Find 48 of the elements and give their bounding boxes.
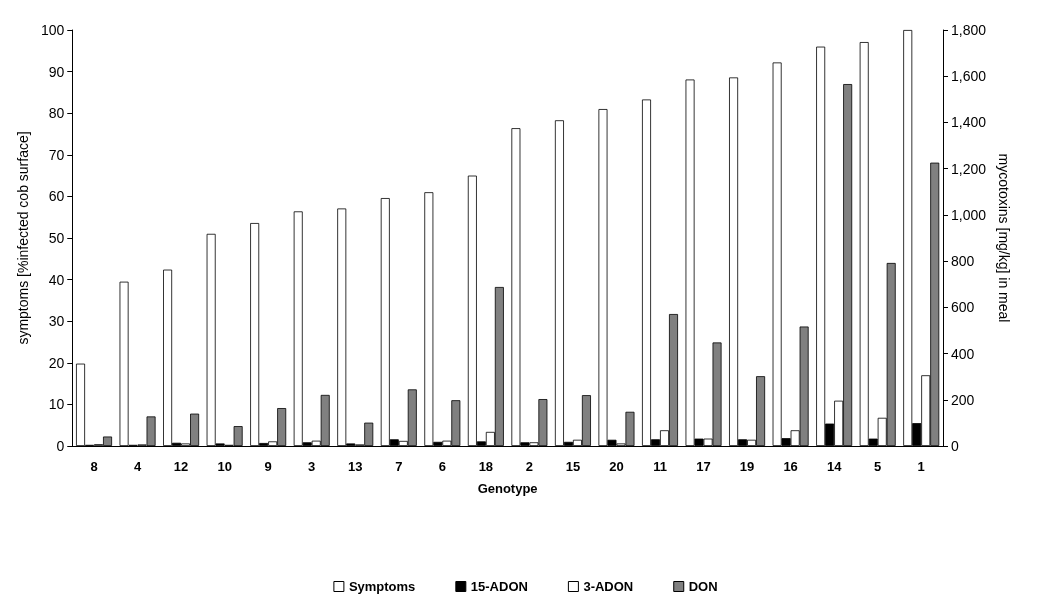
x-tick-label: 20 <box>609 459 624 474</box>
y-tick-label: 90 <box>48 63 65 80</box>
x-tick-label: 8 <box>90 459 98 474</box>
x-tick-label: 16 <box>783 459 798 474</box>
x-axis-title: Genotype <box>477 481 538 496</box>
legend-label: DON <box>688 579 718 594</box>
y-tick-label: 100 <box>40 22 65 38</box>
y2-tick-label: 1,600 <box>951 68 987 85</box>
x-tick-label: 1 <box>917 459 925 474</box>
y2-tick-label: 600 <box>951 299 975 316</box>
y2-tick-label: 1,200 <box>951 160 987 177</box>
y-tick-label: 50 <box>48 230 65 246</box>
y-tick-label: 80 <box>48 105 65 122</box>
x-tick-label: 6 <box>438 459 446 474</box>
y-axis-title: symptoms [%infected cob surface] <box>15 131 31 345</box>
y2-tick-label: 1,400 <box>951 114 987 131</box>
x-tick-label: 11 <box>653 459 667 474</box>
x-tick-label: 14 <box>826 459 843 474</box>
y-tick-label: 70 <box>48 146 65 163</box>
y2-tick-label: 1,000 <box>951 206 987 223</box>
x-tick-label: 5 <box>874 459 882 474</box>
x-tick-label: 2 <box>525 459 534 474</box>
y-tick-label: 40 <box>48 271 65 288</box>
y-tick-label: 20 <box>48 354 65 371</box>
legend-label: Symptoms <box>348 579 416 594</box>
x-tick-label: 19 <box>739 459 755 474</box>
legend-label: 3-ADON <box>583 579 634 594</box>
x-tick-label: 17 <box>696 459 711 474</box>
legend-label: 15-ADON <box>470 579 528 594</box>
x-tick-label: 15 <box>565 459 581 474</box>
y2-tick-label: 200 <box>951 391 975 408</box>
x-tick-label: 7 <box>395 459 403 474</box>
x-tick-label: 3 <box>308 459 316 474</box>
x-tick-label: 18 <box>478 459 494 474</box>
y-tick-label: 60 <box>48 188 65 205</box>
x-tick-label: 13 <box>348 459 363 474</box>
y-tick-label: 10 <box>48 396 65 413</box>
y2-tick-label: 800 <box>951 253 975 270</box>
x-tick-label: 12 <box>173 459 189 474</box>
y2-tick-label: 1,800 <box>951 22 987 38</box>
y-tick-label: 0 <box>56 438 65 454</box>
x-tick-label: 10 <box>217 459 232 474</box>
x-tick-label: 4 <box>133 459 142 474</box>
y-tick-label: 30 <box>48 313 65 330</box>
y2-axis-title: mycotoxins [mg/kg] in meal <box>995 153 1012 323</box>
x-tick-label: 9 <box>264 459 272 474</box>
y2-tick-label: 400 <box>951 345 975 362</box>
y2-tick-label: 0 <box>951 438 959 454</box>
